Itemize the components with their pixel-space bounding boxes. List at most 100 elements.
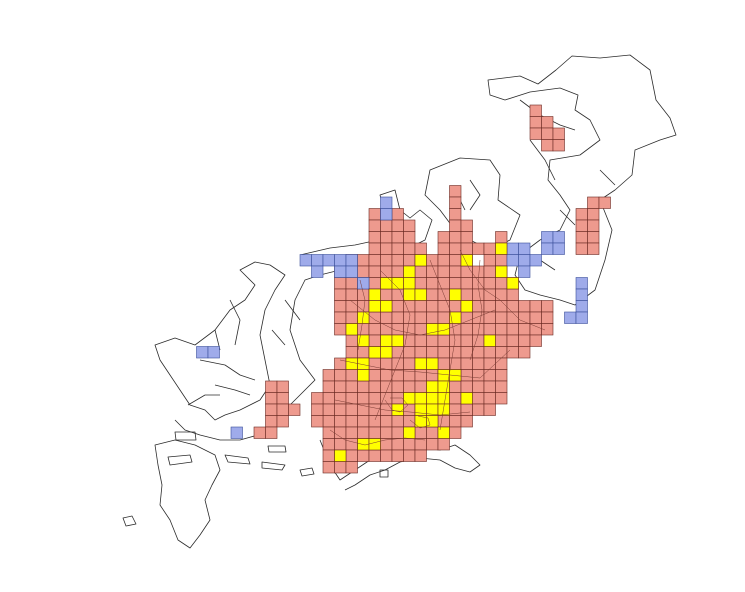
grid-cell-red [460,242,473,255]
grid-cell-red [368,449,381,462]
grid-cell-red [483,380,496,393]
grid-cell-red [380,369,393,382]
grid-cell-red [368,254,381,267]
grid-cell-red [449,231,462,244]
grid-cell-red [380,311,393,324]
grid-cell-red [368,277,381,290]
grid-cell-yellow [437,392,450,405]
grid-cell-blue [518,254,531,267]
grid-cell-blue [518,242,531,255]
grid-cell-red [345,346,358,359]
grid-cell-red [495,288,508,301]
grid-cell-red [265,415,278,428]
grid-cell-red [414,242,427,255]
grid-cell-red [575,231,588,244]
grid-cell-red [403,300,416,313]
grid-cell-red [414,346,427,359]
grid-cell-red [437,277,450,290]
grid-cell-red [449,426,462,439]
grid-cell-red [518,346,531,359]
grid-cell-red [403,231,416,244]
grid-cell-red [357,254,370,267]
grid-cell-red [506,288,519,301]
grid-cell-red [368,323,381,336]
grid-cell-red [598,196,611,209]
grid-cell-red [334,311,347,324]
grid-cell-red [334,357,347,370]
grid-cell-red [541,127,554,140]
grid-cell-yellow [414,357,427,370]
grid-cell-yellow [449,369,462,382]
grid-cell-yellow [368,288,381,301]
grid-cell-yellow [368,346,381,359]
grid-cell-red [403,415,416,428]
grid-cell-red [472,311,485,324]
grid-cell-yellow [437,323,450,336]
grid-cell-yellow [460,392,473,405]
grid-cell-red [391,438,404,451]
grid-cell-red [460,288,473,301]
island-8 [379,469,389,478]
grid-cell-yellow [437,369,450,382]
grid-cell-red [265,426,278,439]
grid-cell-red [357,380,370,393]
grid-cell-red [414,449,427,462]
grid-cell-blue [196,346,209,359]
grid-cell-red [403,449,416,462]
grid-cell-red [483,265,496,278]
grid-cell-red [460,311,473,324]
grid-cell-blue [322,254,335,267]
grid-cell-red [495,231,508,244]
grid-cell-red [391,415,404,428]
grid-cell-red [334,461,347,474]
grid-cell-red [449,415,462,428]
island-3 [261,461,286,471]
grid-cell-red [449,277,462,290]
grid-cell-red [437,415,450,428]
grid-cell-red [460,277,473,290]
grid-cell-red [368,208,381,221]
grid-cell-red [437,357,450,370]
northeast-boundary [487,54,677,306]
district-line-5 [334,399,471,416]
grid-cell-red [460,415,473,428]
grid-cell-red [322,392,335,405]
grid-cell-blue [552,242,565,255]
grid-cell-blue [564,311,577,324]
grid-cell-red [391,231,404,244]
grid-cell-red [460,369,473,382]
grid-cell-red [391,311,404,324]
grid-cell-blue [575,277,588,290]
grid-cell-red [391,300,404,313]
grid-cell-blue [230,426,243,439]
grid-cell-red [552,139,565,152]
grid-cell-yellow [368,438,381,451]
island-2 [224,454,251,465]
grid-cell-red [541,139,554,152]
grid-cell-red [426,334,439,347]
grid-cell-red [311,392,324,405]
grid-cell-red [403,346,416,359]
grid-cell-red [403,219,416,232]
grid-cell-red [403,323,416,336]
grid-cell-red [391,369,404,382]
grid-cell-red [495,300,508,313]
island-5 [267,445,287,453]
grid-cell-red [345,392,358,405]
grid-cell-red [380,323,393,336]
grid-cell-red [414,277,427,290]
grid-cell-yellow [391,334,404,347]
island-7 [299,467,315,477]
grid-cell-red [380,254,393,267]
grid-cell-blue [380,196,393,209]
grid-cell-red [357,300,370,313]
grid-cell-red [587,196,600,209]
grid-cell-red [529,116,542,129]
grid-cell-red [495,346,508,359]
grid-cell-red [368,369,381,382]
grid-cell-yellow [426,380,439,393]
grid-cell-red [506,311,519,324]
island-4 [174,431,197,441]
grid-cell-red [437,231,450,244]
grid-cell-yellow [460,300,473,313]
